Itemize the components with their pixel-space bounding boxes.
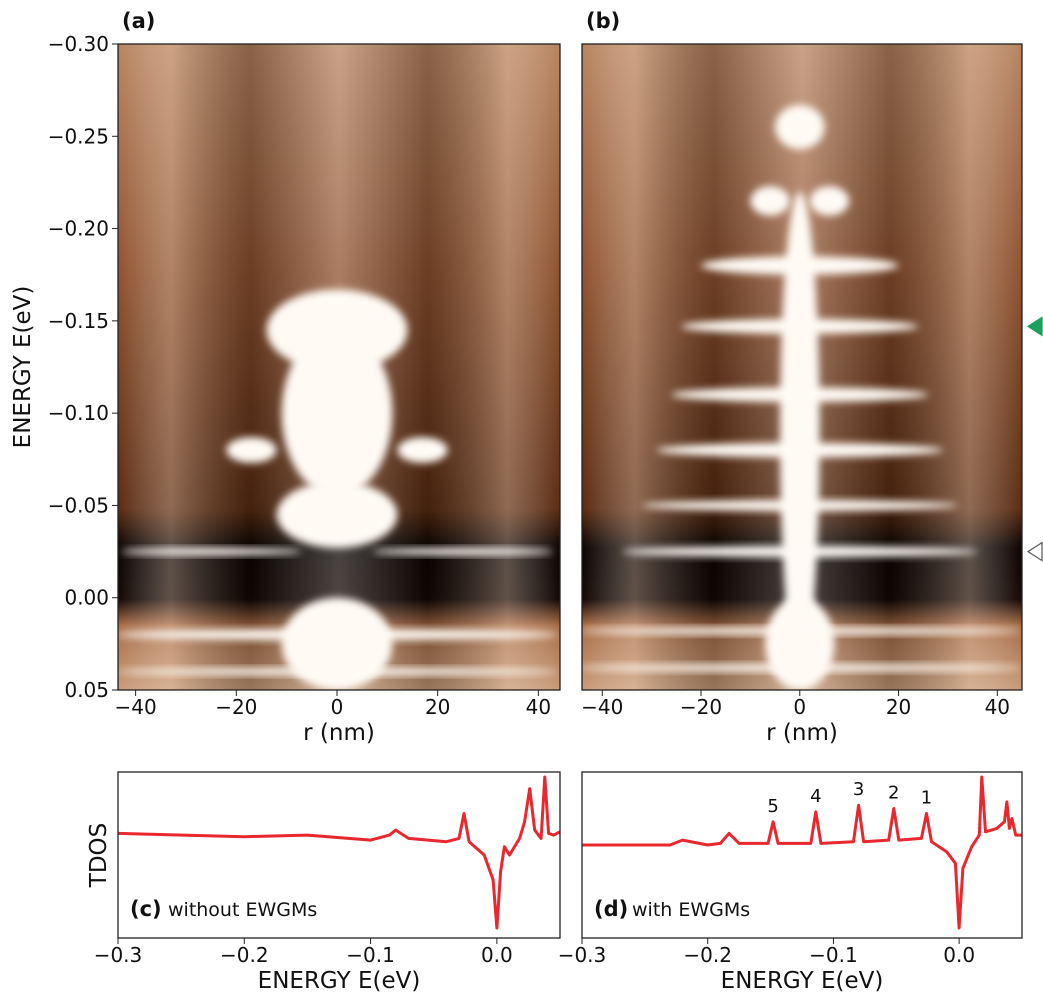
- bright-spot: [276, 481, 398, 548]
- tdos-line: [582, 775, 1022, 930]
- peak-label: 4: [810, 786, 821, 807]
- x-tick-label: 0.0: [481, 943, 513, 967]
- x-tick-label: 0: [793, 695, 806, 719]
- tdos-line: [118, 775, 560, 930]
- bright-spot: [582, 627, 1022, 635]
- bright-spot: [656, 442, 943, 458]
- plot-area: [582, 775, 1022, 930]
- bright-spot: [671, 387, 929, 403]
- x-tick-label: 0.0: [943, 943, 975, 967]
- panel-title: (c): [130, 897, 162, 921]
- y-tick-label: 0.00: [64, 586, 109, 610]
- x-tick-label: 40: [985, 695, 1010, 719]
- x-tick-label: 20: [886, 695, 911, 719]
- x-axis-label: r (nm): [303, 720, 375, 746]
- bright-spot: [582, 664, 1022, 672]
- x-tick-label: 40: [526, 695, 551, 719]
- frame: [117, 43, 561, 691]
- y-tick-label: −0.25: [48, 124, 109, 148]
- y-tick-label: −0.10: [48, 401, 109, 425]
- bright-spot: [750, 186, 790, 216]
- panel-title: (a): [122, 9, 155, 33]
- x-tick-label: 20: [425, 695, 450, 719]
- peak-label: 1: [921, 788, 932, 809]
- x-tick-label: −0.3: [558, 943, 607, 967]
- panel-note: with EWGMs: [632, 899, 750, 921]
- x-axis-label: r (nm): [766, 720, 838, 746]
- y-axis-label: TDOS: [86, 823, 112, 888]
- peak-label: 3: [853, 779, 864, 800]
- bright-spot: [809, 186, 850, 216]
- frame: [581, 43, 1023, 691]
- y-tick-label: −0.15: [48, 309, 109, 333]
- plot-area: [118, 775, 560, 930]
- x-tick-label: −0.3: [94, 943, 143, 967]
- bright-spot: [120, 547, 302, 556]
- x-axis-label: ENERGY E(eV): [258, 968, 421, 994]
- bright-spot: [397, 437, 448, 463]
- x-tick-label: −0.2: [220, 943, 269, 967]
- bright-spot: [372, 547, 554, 556]
- panel-note: without EWGMs: [168, 899, 317, 921]
- x-axis-label: ENERGY E(eV): [721, 968, 884, 994]
- plot-area: [118, 44, 560, 690]
- panel-title: (d): [594, 897, 628, 921]
- bright-spot: [281, 330, 393, 497]
- bright-spot: [622, 546, 978, 558]
- bright-spot: [266, 289, 408, 371]
- bright-spot: [765, 597, 835, 690]
- bright-spot: [226, 437, 277, 463]
- y-tick-label: 0.05: [64, 678, 109, 702]
- bright-spot: [118, 667, 559, 676]
- bright-spot: [701, 256, 899, 275]
- bright-spot: [641, 499, 958, 511]
- bright-spot: [775, 104, 825, 150]
- level-marker: [1026, 541, 1043, 562]
- bright-spot: [681, 319, 919, 334]
- x-tick-label: −20: [215, 695, 257, 719]
- peak-label: 2: [888, 783, 899, 804]
- x-tick-label: −0.1: [809, 943, 858, 967]
- x-tick-label: −0.1: [346, 943, 395, 967]
- panel-title: (b): [586, 9, 620, 33]
- bright-spot: [118, 629, 559, 641]
- plot-area: [582, 44, 1022, 690]
- y-tick-label: −0.05: [48, 493, 109, 517]
- x-tick-label: −40: [115, 695, 157, 719]
- peak-label: 5: [767, 796, 778, 817]
- x-tick-label: 0: [331, 695, 344, 719]
- x-tick-label: −20: [680, 695, 722, 719]
- frame: [117, 771, 561, 939]
- bright-spot: [281, 597, 393, 690]
- x-tick-label: −0.2: [683, 943, 732, 967]
- y-tick-label: −0.30: [48, 32, 109, 56]
- x-tick-label: −40: [581, 695, 623, 719]
- y-tick-label: −0.20: [48, 217, 109, 241]
- level-marker: [1026, 316, 1043, 337]
- y-axis-label: ENERGY E(eV): [10, 286, 36, 449]
- frame: [581, 771, 1023, 939]
